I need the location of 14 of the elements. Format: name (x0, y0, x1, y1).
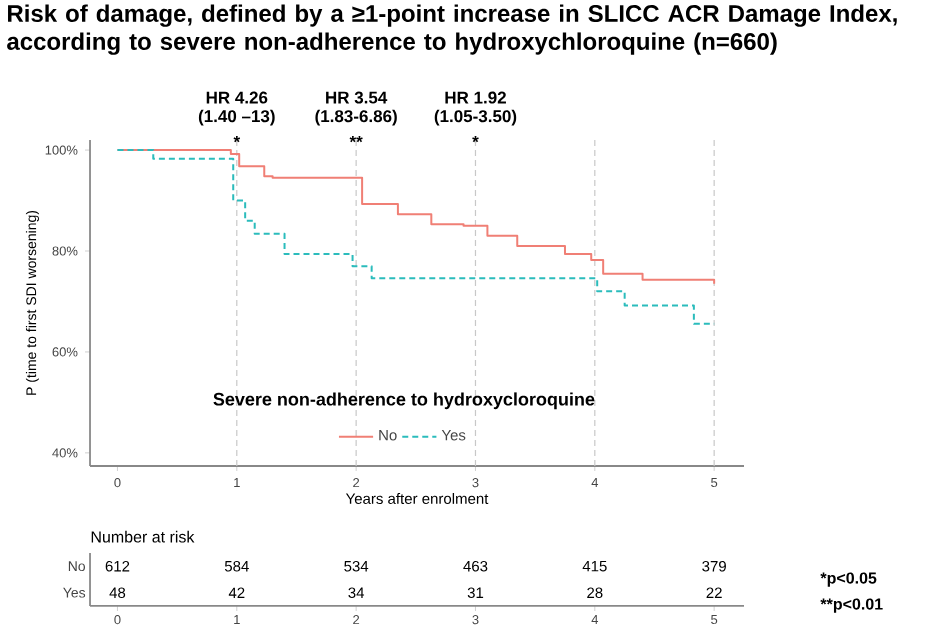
annotation: ** (349, 135, 363, 143)
text: (1.05-3.50) (434, 109, 517, 126)
chart-title: Number at risk (91, 530, 195, 543)
text: (1.40 –13) (198, 109, 275, 126)
annotation: * (233, 135, 241, 143)
text: HR 3.54 (326, 91, 388, 104)
text: **p<0.01 (820, 598, 883, 613)
legend-title: Severe non-adherence to hydroxycloroquine (213, 392, 595, 410)
text: (1.83-6.86) (315, 109, 397, 126)
text: HR 4.26 (206, 91, 268, 104)
chart-title: Risk of damage, defined by a ≥1-point increase in SLICC ACR Damage Index, according to severe non-adherence to hydroxychloroquine (n=660) (7, 4, 897, 55)
annotation: * (472, 135, 479, 143)
text: *p<0.05 (820, 572, 877, 587)
text: HR 1.92 (445, 91, 506, 104)
